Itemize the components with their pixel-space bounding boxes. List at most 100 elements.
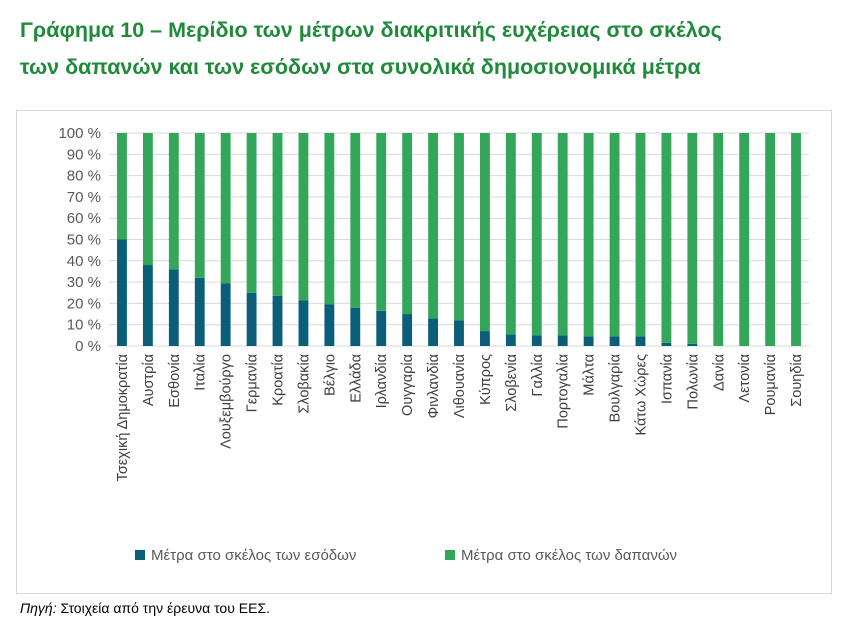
- bar-expenditure-segment: [298, 133, 309, 301]
- bar-revenue-segment: [531, 335, 542, 346]
- bar-revenue-segment: [402, 314, 413, 346]
- chart-title-line-2: των δαπανών και των εσόδων στα συνολικά …: [20, 55, 701, 79]
- bar-expenditure-segment: [661, 133, 672, 343]
- source-text: Στοιχεία από την έρευνα του ΕΕΣ.: [56, 600, 270, 616]
- x-category-label: Σλοβακία: [296, 354, 312, 414]
- bar-revenue-segment: [505, 334, 516, 346]
- bar-expenditure-segment: [194, 133, 205, 278]
- bar-expenditure-segment: [454, 133, 464, 321]
- bar-revenue-segment: [687, 343, 698, 346]
- bar-revenue-segment: [376, 310, 387, 346]
- bar-expenditure-segment: [687, 133, 698, 344]
- x-category-label: Γερμανία: [245, 354, 261, 412]
- bar-expenditure-segment: [583, 133, 594, 337]
- bar-expenditure-segment: [480, 133, 490, 332]
- y-tick-label: 60 %: [67, 210, 101, 227]
- x-category-label: Μάλτα: [582, 354, 598, 396]
- bar-expenditure-segment: [765, 133, 776, 346]
- x-category-label: Βουλγαρία: [608, 354, 624, 422]
- bar-revenue-segment: [350, 307, 361, 346]
- x-category-label: Τσεχική Δημοκρατία: [115, 354, 131, 481]
- stacked-bar-chart: 0 % 10 % 20 % 30 % 40 % 50 % 60 % 70 % 80 % 90 % 1…: [58, 125, 809, 564]
- bar-expenditure-segment: [713, 133, 724, 346]
- bar-expenditure-segment: [376, 133, 387, 311]
- bar-expenditure-segment: [531, 133, 542, 336]
- bar-revenue-segment: [635, 336, 646, 346]
- bar-revenue-segment: [168, 269, 179, 346]
- x-category-label: Λιθουανία: [452, 354, 468, 418]
- legend-swatch: [135, 550, 145, 560]
- x-category-label: Πολωνία: [685, 354, 701, 409]
- bar-revenue-segment: [324, 304, 335, 346]
- y-tick-label: 50 %: [67, 232, 101, 249]
- x-category-label: Λουξεμβούργο: [219, 354, 235, 449]
- bar-expenditure-segment: [402, 133, 413, 315]
- x-category-label: Φινλανδία: [426, 354, 442, 418]
- bar-revenue-segment: [428, 318, 438, 346]
- y-tick-label: 10 %: [67, 317, 101, 334]
- y-tick-label: 70 %: [67, 189, 101, 206]
- x-category-label: Σλοβενία: [504, 354, 520, 412]
- bar-expenditure-segment: [324, 133, 335, 305]
- bar-revenue-segment: [609, 336, 620, 346]
- x-category-label: Κάτω Χώρες: [633, 354, 649, 435]
- bar-expenditure-segment: [609, 133, 620, 337]
- bar-revenue-segment: [272, 295, 283, 346]
- x-category-label: Ιρλανδία: [374, 354, 390, 408]
- bar-revenue-segment: [298, 300, 309, 346]
- y-tick-label: 100 %: [58, 125, 101, 142]
- bar-revenue-segment: [454, 320, 464, 346]
- bar-expenditure-segment: [791, 133, 801, 346]
- x-category-label: Κύπρος: [478, 354, 494, 405]
- legend-label: Μέτρα στο σκέλος των εσόδων: [151, 547, 356, 564]
- bar-revenue-segment: [480, 331, 490, 346]
- y-tick-label: 40 %: [67, 253, 101, 270]
- bar-expenditure-segment: [272, 133, 283, 296]
- x-category-label: Ιταλία: [193, 354, 209, 391]
- x-category-label: Λετονία: [737, 354, 753, 403]
- x-category-label: Ελλάδα: [348, 354, 364, 403]
- bar-revenue-segment: [557, 335, 568, 346]
- bar-expenditure-segment: [505, 133, 516, 335]
- x-category-label: Πορτογαλία: [556, 354, 572, 429]
- x-category-label: Ουγγαρία: [400, 354, 416, 416]
- y-tick-label: 90 %: [67, 146, 101, 163]
- x-category-label: Κροατία: [271, 354, 287, 406]
- x-category-label: Σουηδία: [789, 354, 805, 407]
- x-category-label: Γαλλία: [530, 354, 546, 396]
- x-category-label: Εσθονία: [167, 354, 183, 408]
- y-tick-label: 30 %: [67, 274, 101, 291]
- bar-revenue-segment: [117, 239, 127, 346]
- x-category-label: Αυστρία: [141, 354, 157, 406]
- bar-revenue-segment: [246, 292, 257, 346]
- bar-expenditure-segment: [142, 133, 153, 266]
- x-category-label: Δανία: [711, 354, 727, 391]
- x-category-label: Ρουμανία: [763, 354, 779, 415]
- y-tick-label: 80 %: [67, 168, 101, 185]
- bar-revenue-segment: [220, 283, 231, 346]
- bar-expenditure-segment: [246, 133, 257, 293]
- bar-expenditure-segment: [220, 133, 231, 284]
- chart-title-line-1: Γράφημα 10 – Μερίδιο των μέτρων διακριτι…: [20, 18, 722, 42]
- bar-revenue-segment: [583, 336, 594, 346]
- x-category-label: Ισπανία: [659, 354, 675, 404]
- bar-revenue-segment: [194, 277, 205, 346]
- source-note: Πηγή: Στοιχεία από την έρευνα του ΕΕΣ.: [20, 600, 270, 616]
- legend-label: Μέτρα στο σκέλος των δαπανών: [461, 547, 677, 564]
- bar-expenditure-segment: [350, 133, 361, 308]
- bar-revenue-segment: [661, 342, 672, 346]
- bar-expenditure-segment: [739, 133, 750, 346]
- x-category-label: Βέλγιο: [322, 354, 338, 396]
- bar-expenditure-segment: [635, 133, 646, 337]
- bar-expenditure-segment: [168, 133, 179, 270]
- y-tick-label: 20 %: [67, 295, 101, 312]
- bar-expenditure-segment: [557, 133, 568, 336]
- y-tick-label: 0 %: [75, 338, 101, 355]
- bar-expenditure-segment: [117, 133, 127, 240]
- bar-expenditure-segment: [428, 133, 438, 319]
- chart-frame: 0 % 10 % 20 % 30 % 40 % 50 % 60 % 70 % 80 % 90 % 1…: [16, 110, 832, 594]
- chart-title: Γράφημα 10 – Μερίδιο των μέτρων διακριτι…: [20, 12, 830, 86]
- legend-swatch: [445, 550, 455, 560]
- bar-revenue-segment: [142, 265, 153, 346]
- source-label: Πηγή:: [20, 600, 57, 616]
